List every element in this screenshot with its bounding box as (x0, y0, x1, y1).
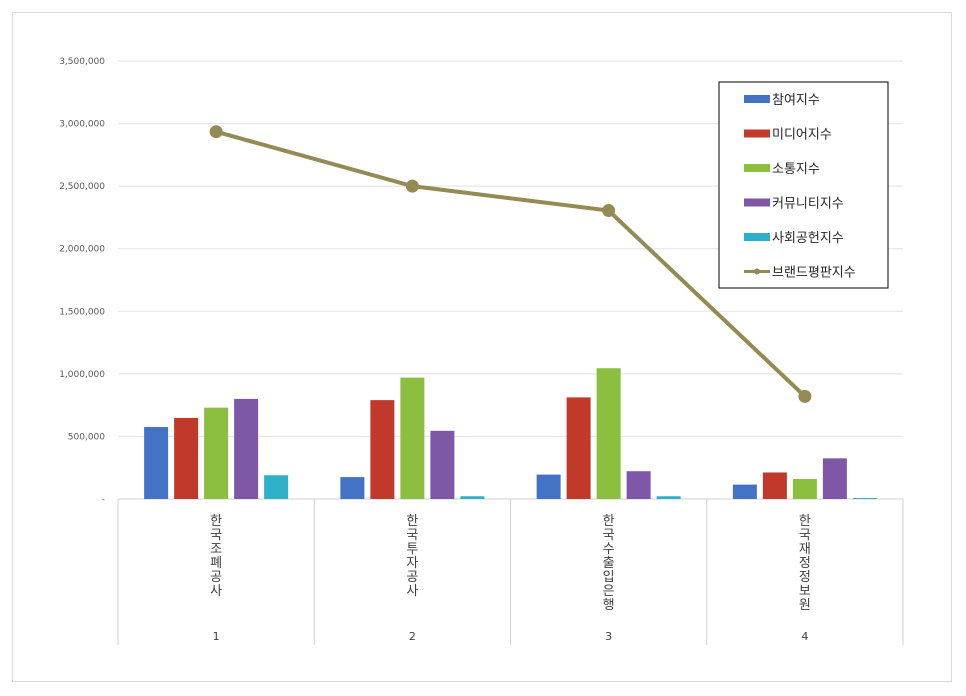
bar-미디어지수 (762, 472, 787, 499)
chart-frame: - 500,000 1,000,000 1,500,000 2,000,000 2,500… (12, 12, 952, 682)
bar-커뮤니티지수 (822, 458, 847, 499)
legend-label: 참여지수 (772, 93, 820, 108)
point-브랜드평판지수 (209, 125, 223, 139)
point-브랜드평판지수 (405, 179, 419, 193)
y-tick-label: 3,000,000 (59, 120, 105, 130)
bar-참여지수 (536, 474, 561, 499)
bar-참여지수 (732, 484, 757, 499)
legend-box (718, 81, 889, 289)
y-tick-label: 2,000,000 (59, 245, 105, 255)
point-브랜드평판지수 (602, 204, 616, 218)
legend-label: 브랜드평판지수 (772, 266, 856, 281)
bar-참여지수 (340, 477, 365, 499)
bar-소통지수 (596, 368, 621, 499)
bar-사회공헌지수 (264, 475, 289, 499)
legend-label: 사회공헌지수 (772, 231, 844, 246)
bar-커뮤니티지수 (430, 430, 455, 499)
legend-swatch (744, 198, 770, 207)
point-브랜드평판지수 (798, 389, 812, 403)
line-브랜드평판지수 (215, 129, 807, 398)
legend-marker (754, 268, 760, 275)
y-tick-label: 3,500,000 (59, 57, 105, 67)
legend-swatch (744, 129, 770, 138)
bar-소통지수 (400, 377, 425, 499)
legend-swatch (744, 233, 770, 241)
category-index-label: 2 (409, 630, 416, 643)
y-tick-label: 1,000,000 (59, 370, 105, 380)
y-tick-label: 2,500,000 (59, 182, 105, 192)
bar-참여지수 (144, 427, 169, 499)
bar-미디어지수 (174, 417, 199, 499)
y-tick-label: 500,000 (68, 432, 105, 442)
bar-사회공헌지수 (460, 496, 485, 499)
category-index-label: 3 (605, 630, 612, 643)
bar-사회공헌지수 (852, 497, 877, 499)
y-tick-label: - (102, 495, 105, 505)
bar-커뮤니티지수 (626, 471, 651, 499)
legend-label: 소통지수 (772, 162, 820, 177)
legend-swatch (744, 164, 770, 172)
bar-소통지수 (204, 407, 229, 499)
legend-label: 미디어지수 (772, 128, 832, 143)
legend-label: 커뮤니티지수 (772, 197, 844, 212)
bar-미디어지수 (566, 397, 591, 499)
legend-swatch (744, 95, 770, 103)
bar-커뮤니티지수 (234, 398, 259, 499)
y-tick-label: 1,500,000 (59, 307, 105, 317)
bar-미디어지수 (370, 400, 395, 499)
chart-svg: - 500,000 1,000,000 1,500,000 2,000,000 2,500… (59, 57, 904, 645)
bar-소통지수 (792, 478, 817, 499)
bar-사회공헌지수 (656, 496, 681, 499)
category-index-label: 1 (213, 630, 220, 643)
category-index-label: 4 (801, 630, 808, 643)
